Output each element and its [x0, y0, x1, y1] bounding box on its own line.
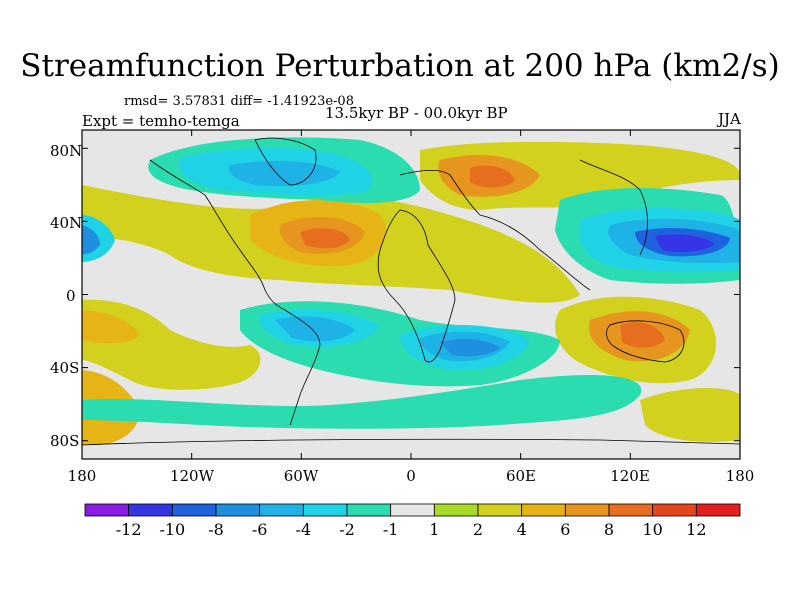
axis-ticks: [81, 130, 741, 459]
lon-tick-label: 180: [725, 467, 755, 485]
lon-tick-label: 0: [406, 467, 416, 485]
colorbar-label: 8: [603, 520, 615, 539]
colorbar-swatch: [302, 503, 348, 517]
experiment-label: Expt = temho-temga: [82, 112, 240, 130]
colorbar-label: -12: [115, 520, 142, 539]
lat-tick-label: 40N: [50, 214, 83, 232]
colorbar-swatch: [215, 503, 261, 517]
colorbar-label: 4: [516, 520, 527, 539]
lat-tick-label: 80N: [50, 142, 83, 160]
colorbar-swatch: [128, 503, 173, 517]
lon-tick-label: 60E: [505, 467, 537, 485]
colorbar-label: -1: [382, 520, 399, 539]
colorbar-label: 2: [472, 520, 484, 539]
colorbar-swatch: [652, 503, 697, 517]
colorbar-swatch: [390, 503, 435, 517]
colorbar-label: -8: [208, 520, 224, 539]
colorbar-swatch: [171, 503, 217, 517]
map-field: [82, 130, 740, 459]
period-label: 13.5kyr BP - 00.0kyr BP: [325, 104, 508, 122]
lat-tick-label: 0: [66, 287, 76, 305]
stats-line: rmsd= 3.57831 diff= -1.41923e-08: [124, 94, 354, 109]
colorbar-swatch: [608, 503, 654, 517]
season-label: JJA: [718, 110, 741, 128]
colorbar-swatch: [84, 503, 130, 517]
negative-anomalies: [82, 137, 740, 429]
positive-anomalies: [82, 141, 740, 445]
lat-tick-label: 80S: [50, 432, 80, 450]
lat-tick-label: 40S: [50, 359, 80, 377]
lon-tick-label: 120E: [610, 467, 650, 485]
colorbar-swatch: [564, 503, 610, 517]
colorbar-label: 12: [686, 520, 707, 539]
colorbar-swatch: [346, 503, 392, 517]
colorbar-swatch: [433, 503, 479, 517]
page-title: Streamfunction Perturbation at 200 hPa (…: [20, 48, 780, 84]
coastlines: [82, 137, 740, 446]
colorbar-label: 10: [642, 520, 663, 539]
colorbar-label: -6: [251, 520, 268, 539]
colorbar-swatch: [521, 503, 566, 517]
lon-tick-label: 60W: [283, 467, 319, 485]
lon-tick-label: 120W: [169, 467, 215, 485]
colorbar-label: -2: [339, 520, 355, 539]
colorbar-label: 1: [429, 520, 440, 539]
colorbar-swatch: [477, 503, 523, 517]
colorbar-label: -4: [295, 520, 312, 539]
colorbar-label: -10: [159, 520, 186, 539]
colorbar-label: 6: [560, 520, 571, 539]
colorbar-swatch: [695, 503, 741, 517]
lon-tick-label: 180: [67, 467, 97, 485]
colorbar-swatch: [259, 503, 304, 517]
colorbar: [84, 503, 741, 517]
